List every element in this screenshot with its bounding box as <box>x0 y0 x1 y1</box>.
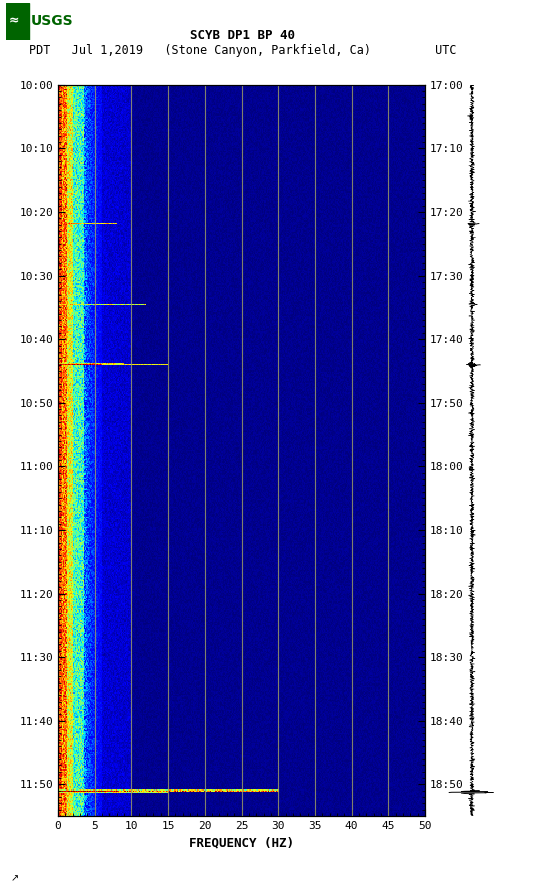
X-axis label: FREQUENCY (HZ): FREQUENCY (HZ) <box>189 837 294 849</box>
Bar <box>6 3 29 40</box>
Text: PDT   Jul 1,2019   (Stone Canyon, Parkfield, Ca)         UTC: PDT Jul 1,2019 (Stone Canyon, Parkfield,… <box>29 45 457 57</box>
Text: SCYB DP1 BP 40: SCYB DP1 BP 40 <box>190 29 295 42</box>
Text: ↗: ↗ <box>11 873 19 883</box>
Text: USGS: USGS <box>31 14 73 29</box>
Text: ≈: ≈ <box>8 15 19 28</box>
